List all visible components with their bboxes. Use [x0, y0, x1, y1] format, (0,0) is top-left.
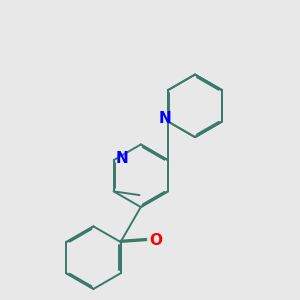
- Text: N: N: [116, 151, 128, 166]
- Text: N: N: [159, 111, 171, 126]
- Text: O: O: [149, 233, 162, 248]
